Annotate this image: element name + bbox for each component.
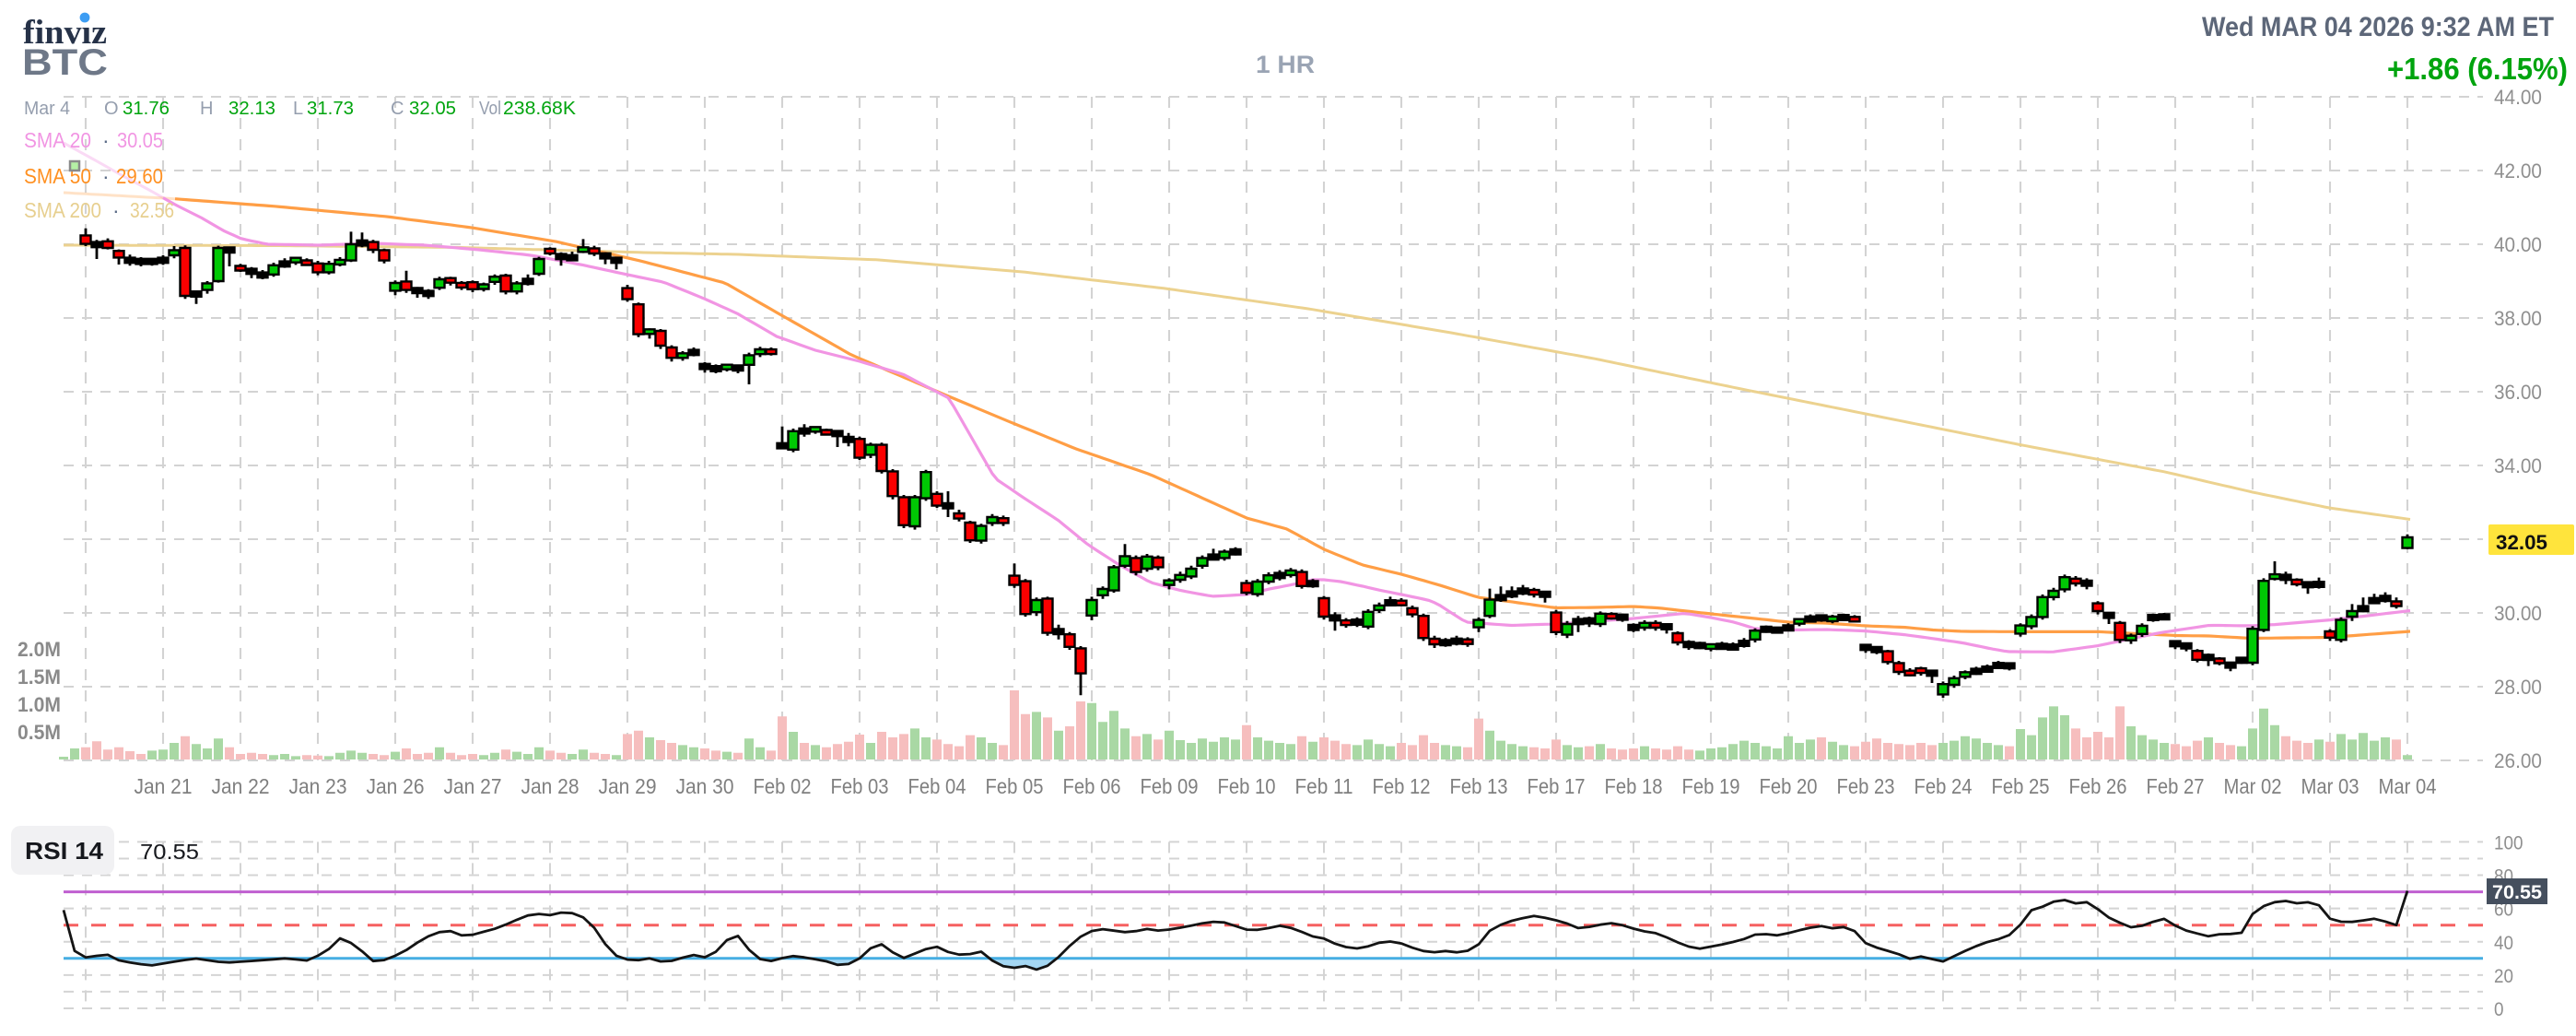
svg-text:Feb 12: Feb 12 — [1373, 774, 1431, 798]
svg-text:70.55: 70.55 — [140, 840, 199, 864]
svg-text:2.0M: 2.0M — [18, 638, 61, 661]
svg-text:Feb 23: Feb 23 — [1837, 774, 1895, 798]
svg-text:Wed MAR 04 2026 9:32 AM ET: Wed MAR 04 2026 9:32 AM ET — [2202, 12, 2554, 42]
svg-text:29.60: 29.60 — [116, 164, 163, 188]
svg-text:Jan 27: Jan 27 — [444, 774, 502, 798]
svg-text:Feb 05: Feb 05 — [986, 774, 1044, 798]
svg-text:Feb 10: Feb 10 — [1218, 774, 1276, 798]
svg-text:32.05: 32.05 — [409, 99, 456, 119]
svg-text:Feb 24: Feb 24 — [1914, 774, 1973, 798]
svg-text:30.05: 30.05 — [117, 128, 163, 152]
svg-text:Jan 30: Jan 30 — [676, 774, 734, 798]
svg-text:1 HR: 1 HR — [1256, 51, 1315, 78]
svg-text:L: L — [293, 99, 303, 119]
svg-text:Feb 11: Feb 11 — [1295, 774, 1353, 798]
svg-text:28.00: 28.00 — [2494, 676, 2542, 699]
svg-text:0: 0 — [2494, 999, 2504, 1020]
svg-text:·: · — [102, 128, 110, 152]
svg-text:Jan 23: Jan 23 — [289, 774, 347, 798]
svg-text:1.5M: 1.5M — [18, 665, 61, 689]
svg-text:0.5M: 0.5M — [18, 721, 61, 744]
svg-text:H: H — [200, 99, 213, 119]
svg-text:Feb 09: Feb 09 — [1141, 774, 1199, 798]
svg-text:·: · — [112, 198, 120, 222]
svg-text:100: 100 — [2494, 832, 2523, 854]
svg-text:70.55: 70.55 — [2492, 882, 2542, 903]
svg-text:Feb 03: Feb 03 — [831, 774, 889, 798]
svg-text:44.00: 44.00 — [2494, 86, 2542, 109]
svg-text:Mar 02: Mar 02 — [2224, 774, 2282, 798]
svg-text:32.05: 32.05 — [2496, 531, 2547, 554]
svg-text:Jan 21: Jan 21 — [135, 774, 193, 798]
svg-text:+1.86 (6.15%): +1.86 (6.15%) — [2387, 52, 2568, 86]
svg-text:38.00: 38.00 — [2494, 307, 2542, 330]
svg-text:BTC: BTC — [22, 42, 108, 83]
svg-text:30.00: 30.00 — [2494, 602, 2542, 625]
svg-text:34.00: 34.00 — [2494, 454, 2542, 477]
svg-text:SMA 200: SMA 200 — [24, 198, 101, 222]
svg-text:Feb 27: Feb 27 — [2147, 774, 2205, 798]
svg-text:20: 20 — [2494, 966, 2513, 987]
svg-text:SMA 20: SMA 20 — [24, 128, 91, 152]
svg-text:SMA 50: SMA 50 — [24, 164, 91, 188]
svg-text:Jan 26: Jan 26 — [367, 774, 425, 798]
svg-text:42.00: 42.00 — [2494, 159, 2542, 182]
svg-text:26.00: 26.00 — [2494, 749, 2542, 772]
svg-text:O: O — [104, 99, 119, 119]
svg-text:Feb 02: Feb 02 — [754, 774, 812, 798]
svg-text:Feb 19: Feb 19 — [1682, 774, 1740, 798]
svg-text:Jan 29: Jan 29 — [599, 774, 657, 798]
svg-text:238.68K: 238.68K — [503, 99, 577, 119]
svg-text:·: · — [102, 164, 110, 188]
svg-text:Vol: Vol — [479, 99, 501, 119]
svg-text:Feb 18: Feb 18 — [1605, 774, 1663, 798]
svg-text:Jan 28: Jan 28 — [521, 774, 580, 798]
svg-text:RSI 14: RSI 14 — [25, 837, 104, 865]
svg-text:Mar 04: Mar 04 — [2379, 774, 2437, 798]
svg-text:Jan 22: Jan 22 — [212, 774, 270, 798]
svg-text:60: 60 — [2494, 900, 2513, 921]
svg-text:Feb 06: Feb 06 — [1063, 774, 1121, 798]
svg-text:Feb 04: Feb 04 — [908, 774, 966, 798]
svg-text:Feb 25: Feb 25 — [1992, 774, 2050, 798]
svg-text:finviz: finviz — [23, 14, 107, 52]
svg-text:40: 40 — [2494, 933, 2513, 954]
svg-text:31.76: 31.76 — [123, 99, 170, 119]
svg-text:Mar 4: Mar 4 — [24, 99, 70, 119]
svg-text:Feb 17: Feb 17 — [1528, 774, 1586, 798]
svg-text:Feb 13: Feb 13 — [1450, 774, 1508, 798]
svg-text:C: C — [391, 99, 404, 119]
svg-text:Mar 03: Mar 03 — [2301, 774, 2359, 798]
svg-text:32.56: 32.56 — [130, 198, 174, 222]
svg-text:32.13: 32.13 — [228, 99, 275, 119]
svg-text:Feb 26: Feb 26 — [2069, 774, 2127, 798]
svg-text:40.00: 40.00 — [2494, 233, 2542, 256]
svg-text:Feb 20: Feb 20 — [1760, 774, 1818, 798]
svg-text:36.00: 36.00 — [2494, 381, 2542, 404]
svg-text:1.0M: 1.0M — [18, 693, 61, 716]
svg-text:31.73: 31.73 — [307, 99, 354, 119]
